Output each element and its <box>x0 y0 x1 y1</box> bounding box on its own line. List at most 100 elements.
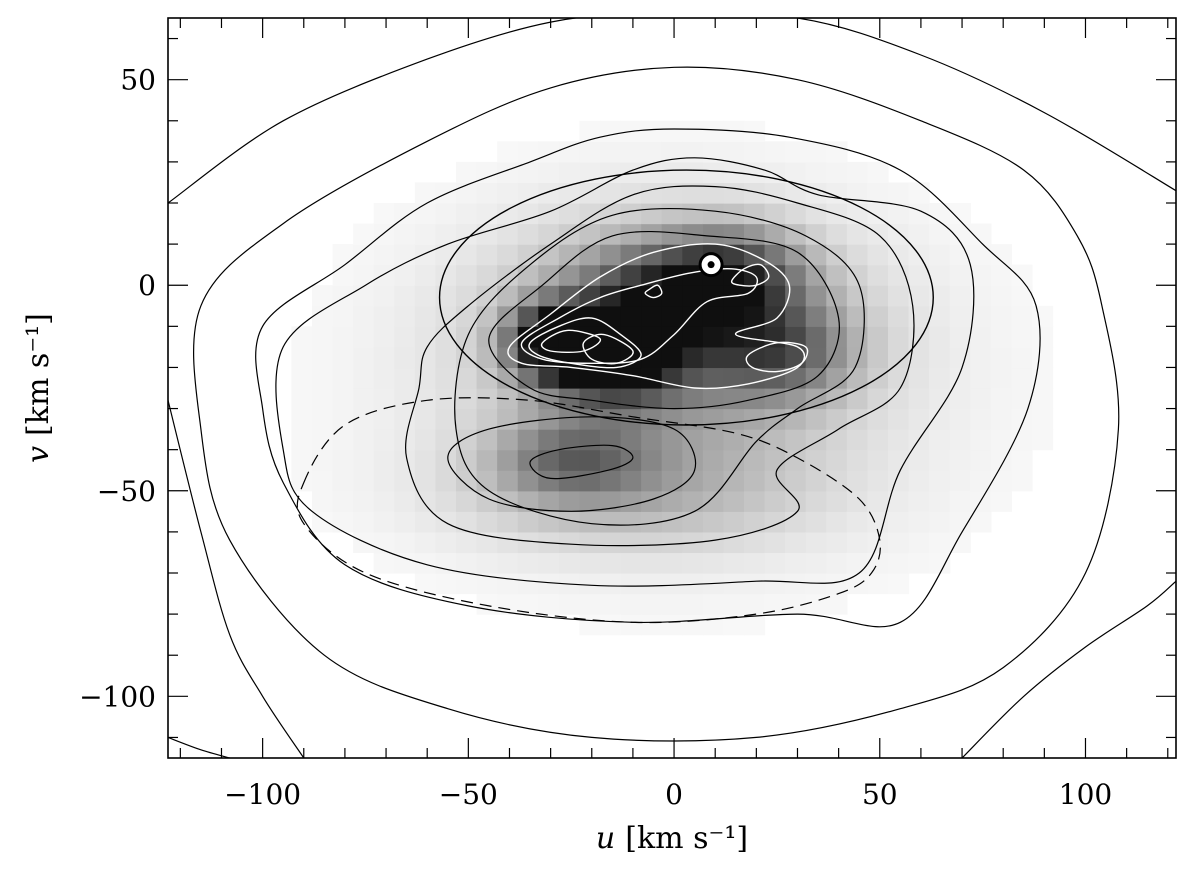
density-cell <box>414 285 437 307</box>
dashed-contour <box>296 397 881 624</box>
density-cell <box>476 531 498 554</box>
density-cell <box>785 490 807 512</box>
density-cell <box>394 203 416 225</box>
density-cell <box>990 346 1013 369</box>
density-cell <box>908 182 930 204</box>
density-cell <box>846 264 869 286</box>
density-cell <box>414 346 437 369</box>
density-cell <box>702 182 725 204</box>
density-cell <box>620 223 642 245</box>
density-cell <box>661 470 683 492</box>
density-cell <box>558 244 581 266</box>
density-cell <box>620 161 642 184</box>
density-cell <box>476 573 498 595</box>
density-cell <box>702 531 725 554</box>
density-cell <box>579 161 601 184</box>
density-cell <box>435 182 457 204</box>
density-cell <box>682 244 704 266</box>
density-cell <box>702 326 725 348</box>
density-cell <box>476 244 498 266</box>
density-cell <box>846 573 869 595</box>
density-cell <box>394 326 416 348</box>
density-cell <box>579 285 601 307</box>
density-cell <box>558 388 581 410</box>
density-cell <box>805 449 827 471</box>
density-cell <box>744 552 766 574</box>
density-cell <box>579 182 601 204</box>
density-cell <box>332 388 354 410</box>
density-cell <box>846 470 869 492</box>
density-cell <box>394 305 416 327</box>
white-contour <box>582 333 634 365</box>
density-cell <box>641 449 663 471</box>
density-cell <box>846 346 869 369</box>
density-cell <box>1032 408 1054 430</box>
density-cell <box>414 305 437 327</box>
density-cell <box>723 490 745 512</box>
density-cell <box>291 326 313 348</box>
density-cell <box>744 593 766 615</box>
density-cell <box>394 264 416 286</box>
density-cell <box>291 408 313 430</box>
density-cell <box>785 573 807 595</box>
density-cell <box>579 593 601 615</box>
density-cell <box>600 305 622 327</box>
density-cell <box>949 223 971 245</box>
density-cell <box>456 346 478 369</box>
density-cell <box>764 470 786 492</box>
density-cell <box>764 490 786 512</box>
density-cell <box>990 388 1013 410</box>
density-cell <box>497 470 519 492</box>
density-cell <box>579 305 601 327</box>
density-cell <box>497 285 519 307</box>
density-cell <box>414 429 437 451</box>
density-cell <box>702 429 725 451</box>
density-cell <box>785 244 807 266</box>
density-cell <box>600 346 622 369</box>
density-cell <box>702 511 725 533</box>
density-cell <box>291 367 313 389</box>
density-cell <box>744 161 766 184</box>
density-cell <box>517 141 539 163</box>
density-cell <box>744 285 766 307</box>
density-cell <box>600 388 622 410</box>
density-cell <box>394 552 416 574</box>
density-cell <box>353 511 375 533</box>
density-cell <box>702 614 725 636</box>
density-cell <box>476 449 498 471</box>
density-cell <box>600 573 622 595</box>
density-cell <box>908 367 930 389</box>
density-cell <box>558 490 581 512</box>
density-cell <box>620 552 642 574</box>
density-cell <box>682 161 704 184</box>
density-cell <box>332 490 354 512</box>
density-cell <box>888 264 910 286</box>
density-cell <box>888 367 910 389</box>
density-cell <box>682 120 704 142</box>
density-cell <box>805 305 827 327</box>
density-cell <box>785 367 807 389</box>
density-cell <box>600 161 622 184</box>
density-cell <box>641 470 663 492</box>
density-cell <box>538 244 560 266</box>
density-cell <box>764 141 786 163</box>
y-tick-label: 50 <box>120 64 156 97</box>
density-cell <box>312 285 334 307</box>
density-cell <box>538 552 560 574</box>
density-cell <box>456 388 478 410</box>
density-cell <box>826 429 848 451</box>
density-cell <box>929 531 951 554</box>
density-cell <box>641 388 663 410</box>
density-cell <box>394 449 416 471</box>
density-cell <box>702 552 725 574</box>
density-cell <box>1011 429 1033 451</box>
density-cell <box>682 490 704 512</box>
density-cell <box>394 490 416 512</box>
density-cell <box>414 470 437 492</box>
density-cell <box>517 511 539 533</box>
density-cell <box>620 511 642 533</box>
density-cell <box>929 388 951 410</box>
density-cell <box>435 223 457 245</box>
density-cell <box>579 203 601 225</box>
density-cell <box>888 429 910 451</box>
